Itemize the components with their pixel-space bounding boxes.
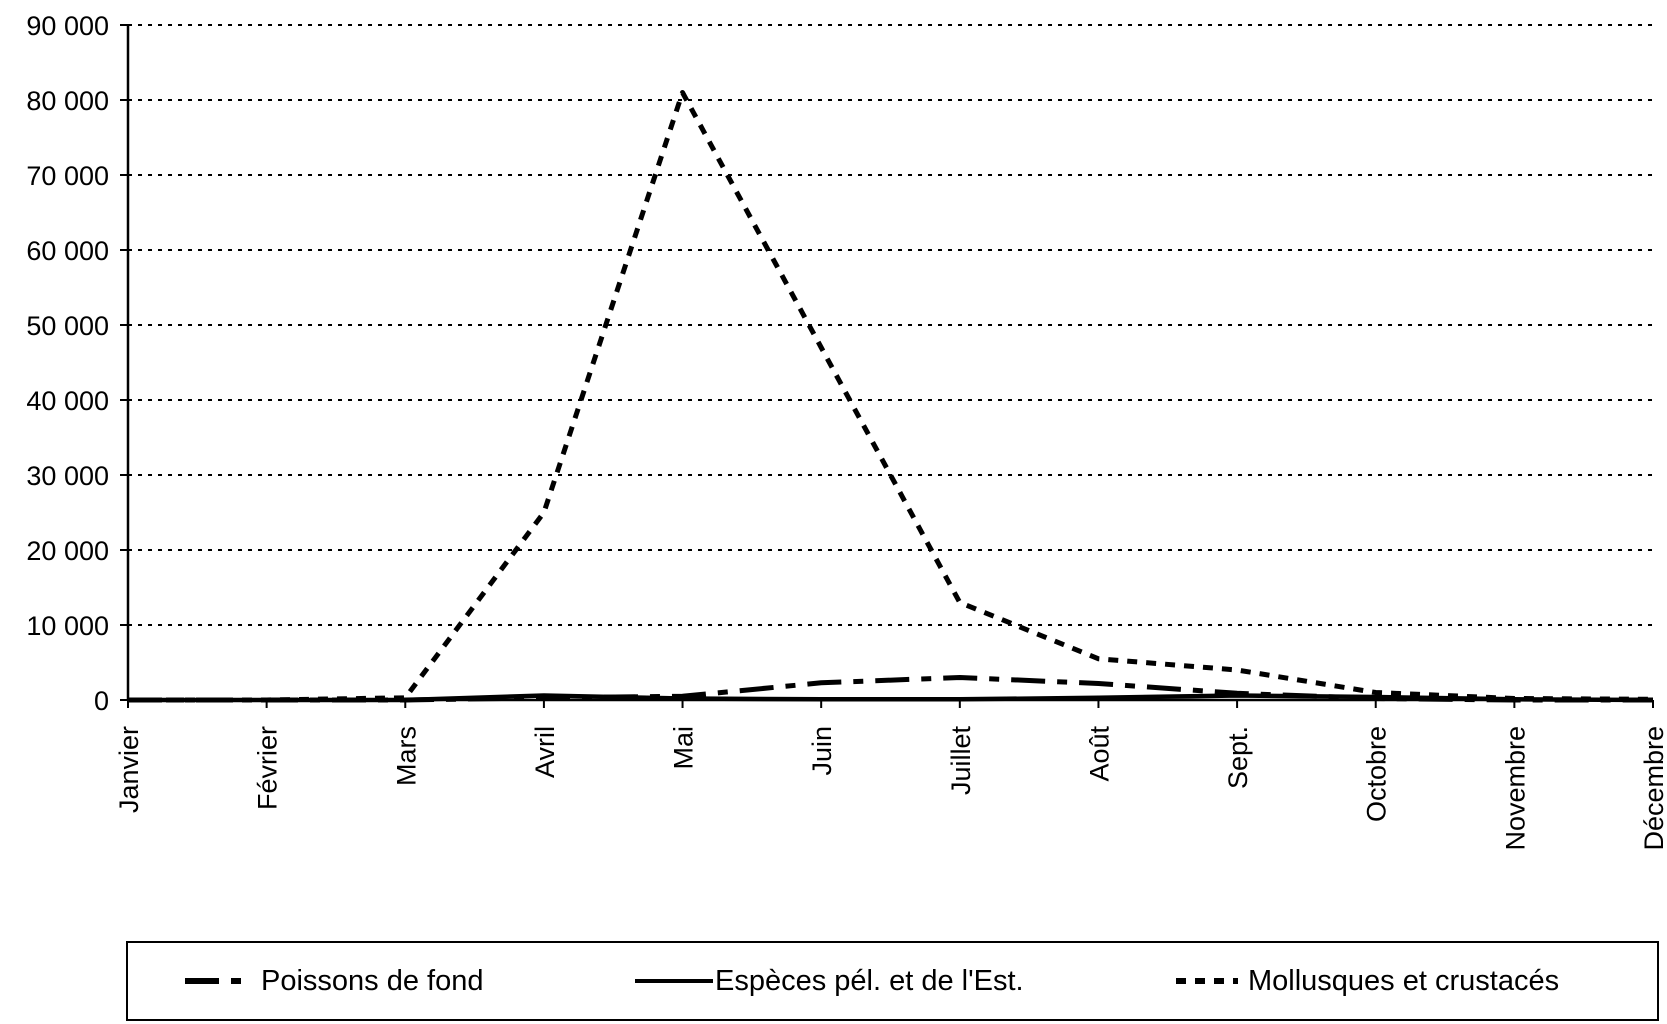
- x-tick-label: Février: [253, 726, 283, 810]
- legend-swatch-dotted: [1176, 978, 1238, 984]
- legend-label: Espèces pél. et de l'Est.: [715, 964, 1024, 997]
- y-tick-label: 50 000: [26, 311, 109, 341]
- y-tick-label: 10 000: [26, 611, 109, 641]
- x-tick-label: Août: [1084, 726, 1114, 782]
- y-tick-label: 60 000: [26, 236, 109, 266]
- x-tick-label: Juin: [807, 726, 837, 776]
- x-tick-label: Sept.: [1223, 726, 1253, 789]
- y-tick-label: 70 000: [26, 161, 109, 191]
- x-tick-label: Mars: [391, 726, 421, 786]
- x-tick-label: Novembre: [1500, 726, 1530, 851]
- y-tick-label: 90 000: [26, 11, 109, 41]
- y-tick-label: 30 000: [26, 461, 109, 491]
- y-tick-label: 80 000: [26, 86, 109, 116]
- legend-item-especes-pel: Espèces pél. et de l'Est.: [635, 943, 1024, 1019]
- legend: Poissons de fond Espèces pél. et de l'Es…: [126, 941, 1659, 1021]
- y-tick-label: 40 000: [26, 386, 109, 416]
- x-tick-label: Octobre: [1362, 726, 1392, 822]
- y-tick-label: 0: [94, 686, 109, 716]
- series-lines: [128, 90, 1654, 703]
- x-axis-ticks: Janvier Février Mars Avril Mai Juin Juillet Aoû…: [114, 700, 1667, 851]
- legend-swatch-solid: [635, 979, 713, 983]
- x-tick-label: Avril: [530, 726, 560, 778]
- legend-item-mollusques: Mollusques et crustacés: [1176, 943, 1559, 1019]
- legend-swatch-dashdot: [185, 978, 251, 984]
- legend-item-poissons-de-fond: Poissons de fond: [183, 943, 483, 1019]
- x-tick-label: Janvier: [114, 726, 144, 813]
- y-tick-label: 20 000: [26, 536, 109, 566]
- y-axis-ticks: 0 10 000 20 000 30 000 40 000 50 000 60 000 70 …: [26, 11, 128, 716]
- x-tick-label: Mai: [669, 726, 699, 770]
- gridlines: [128, 24, 1653, 626]
- x-tick-label: Décembre: [1639, 726, 1667, 851]
- axes: [126, 24, 1653, 702]
- series-line-mollusques-et-crustaces: [128, 90, 1654, 703]
- legend-label: Poissons de fond: [261, 964, 484, 997]
- x-tick-label: Juillet: [946, 726, 976, 796]
- legend-label: Mollusques et crustacés: [1248, 964, 1560, 997]
